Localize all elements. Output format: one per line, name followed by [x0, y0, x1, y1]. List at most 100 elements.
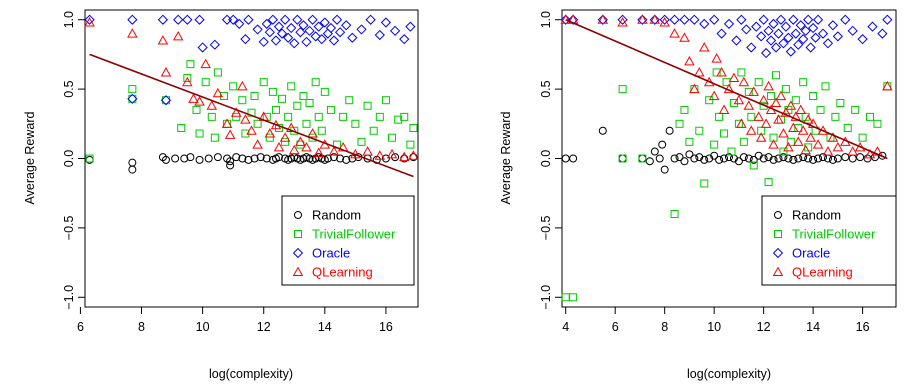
- oracle-point: [270, 35, 282, 46]
- oracle-point: [689, 14, 700, 25]
- qlearning-point: [230, 107, 242, 117]
- right-y-axis-title: Average Reward: [499, 112, 513, 205]
- random-point: [848, 154, 857, 163]
- legend-qlearning-label: QLearning: [792, 265, 853, 280]
- trivialfollower-point: [375, 112, 384, 121]
- random-point: [828, 155, 837, 164]
- trivialfollower-point: [363, 101, 372, 110]
- right-x-axis-title: log(complexity): [687, 367, 771, 381]
- trivialfollower-point: [369, 126, 378, 135]
- oracle-point: [817, 28, 829, 39]
- oracle-point: [334, 27, 346, 38]
- oracle-point: [127, 14, 138, 25]
- trivialfollower-point: [357, 137, 366, 146]
- trivialfollower-point: [749, 161, 758, 170]
- random-point: [784, 154, 793, 163]
- oracle-point: [310, 31, 321, 42]
- qlearning-point: [763, 80, 774, 91]
- y-tick-label: −0.5: [539, 216, 553, 241]
- trivialfollower-point: [345, 96, 354, 105]
- qlearning-point: [778, 128, 789, 138]
- trivialfollower-point: [569, 293, 578, 302]
- trivialfollower-point: [293, 101, 302, 110]
- trivialfollower-point: [287, 82, 296, 91]
- oracle-point: [325, 22, 337, 34]
- qlearning-point: [669, 28, 680, 38]
- qlearning-point: [264, 128, 276, 138]
- qlearning-point: [805, 132, 816, 142]
- qlearning-point: [295, 136, 306, 146]
- trivialfollower-point: [670, 210, 679, 219]
- trivialfollower-point: [851, 105, 860, 114]
- x-tick-label: 12: [257, 320, 271, 334]
- oracle-point: [279, 14, 291, 25]
- random-point: [799, 153, 808, 162]
- trivialfollower-point: [638, 154, 647, 163]
- trivialfollower-point: [685, 137, 694, 146]
- trivialfollower-point: [207, 112, 216, 121]
- qlearning-point: [374, 150, 386, 160]
- oracle-point: [316, 34, 327, 45]
- random-point: [734, 157, 743, 166]
- trivialfollower-point: [729, 98, 738, 107]
- legend-qlearning-marker: [292, 266, 304, 277]
- random-point: [256, 153, 265, 162]
- trivialfollower-point: [311, 78, 320, 87]
- trivialfollower-point: [388, 133, 397, 142]
- trend-line: [565, 18, 888, 160]
- trivialfollower-point: [764, 178, 773, 187]
- right-trend-layer: [565, 18, 888, 160]
- qlearning-point: [760, 118, 772, 128]
- random-point: [232, 153, 241, 162]
- legend-random-label: Random: [312, 208, 361, 223]
- oracle-point: [560, 14, 571, 25]
- trivialfollower-point: [317, 126, 326, 135]
- trivialfollower-point: [213, 68, 222, 77]
- oracle-point: [261, 18, 272, 29]
- qlearning-point: [768, 139, 779, 149]
- trivialfollower-point: [409, 123, 418, 132]
- oracle-point: [289, 38, 300, 49]
- random-point: [725, 153, 733, 162]
- trivialfollower-point: [259, 78, 268, 87]
- qlearning-point: [386, 148, 398, 159]
- oracle-point: [649, 14, 660, 25]
- random-point: [650, 147, 659, 156]
- trivialfollower-point: [779, 147, 788, 156]
- legend-qlearning-label: QLearning: [312, 265, 373, 280]
- trivialfollower-point: [281, 137, 290, 146]
- oracle-point: [194, 14, 205, 25]
- random-point: [819, 153, 828, 162]
- random-point: [833, 154, 842, 163]
- y-tick-label: 0.5: [62, 80, 76, 97]
- random-point: [128, 165, 137, 174]
- qlearning-point: [795, 104, 806, 114]
- random-point: [655, 154, 664, 163]
- qlearning-point: [127, 28, 138, 38]
- oracle-point: [857, 34, 868, 45]
- trivialfollower-point: [799, 78, 808, 87]
- trivialfollower-point: [278, 94, 287, 103]
- qlearning-point: [212, 87, 224, 98]
- trivialfollower-point: [314, 112, 323, 121]
- random-point: [323, 154, 332, 163]
- trivialfollower-point: [715, 112, 724, 121]
- y-tick-label: −1.0: [62, 285, 76, 310]
- random-point: [250, 154, 259, 163]
- oracle-point: [783, 32, 794, 43]
- qlearning-point: [770, 97, 782, 108]
- trivialfollower-point: [680, 105, 689, 114]
- oracle-point: [765, 35, 777, 46]
- x-tick-label: 6: [77, 320, 84, 334]
- qlearning-point: [307, 128, 318, 138]
- y-tick-label: 0.0: [539, 150, 553, 167]
- trivialfollower-point: [722, 78, 731, 87]
- random-point: [195, 155, 204, 164]
- qlearning-point: [273, 141, 285, 152]
- oracle-point: [822, 38, 834, 49]
- trivialfollower-point: [299, 92, 308, 101]
- random-point: [262, 154, 271, 163]
- qlearning-point: [882, 80, 893, 91]
- oracle-point: [322, 28, 333, 39]
- oracle-point: [709, 14, 720, 25]
